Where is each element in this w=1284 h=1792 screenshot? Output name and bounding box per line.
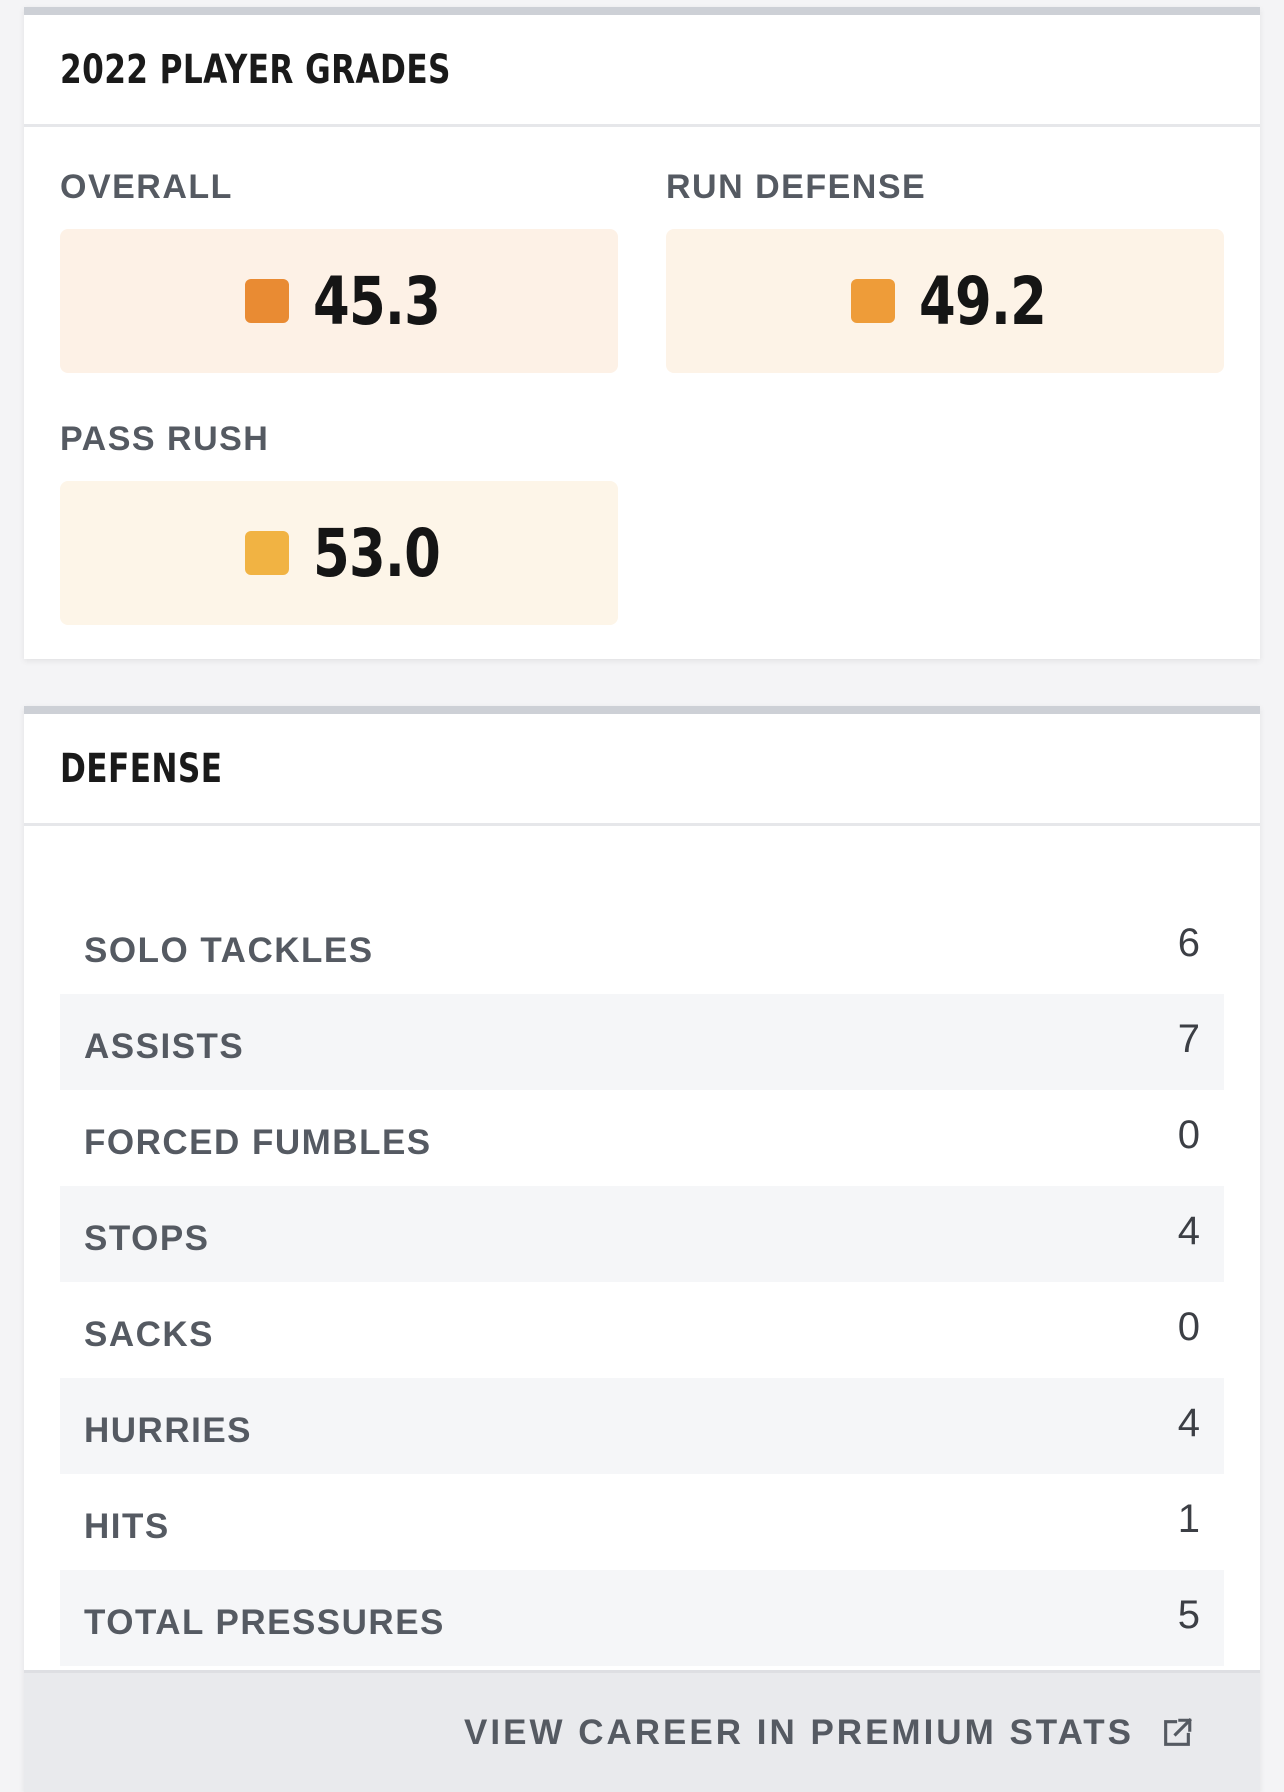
defense-header: DEFENSE xyxy=(24,714,1260,826)
view-career-premium-stats-link[interactable]: VIEW CAREER IN PREMIUM STATS xyxy=(464,1713,1194,1753)
stat-label: SACKS xyxy=(84,1315,215,1354)
stat-label: TOTAL PRESSURES xyxy=(84,1603,445,1642)
stat-value: 4 xyxy=(1177,1400,1200,1445)
stat-label: STOPS xyxy=(84,1219,210,1258)
stat-label: HURRIES xyxy=(84,1411,253,1450)
grade-run-defense-box: 49.2 xyxy=(666,229,1224,373)
stat-row-forced-fumbles: FORCED FUMBLES 0 xyxy=(60,1090,1224,1186)
stat-value: 0 xyxy=(1177,1112,1200,1157)
stat-row-solo-tackles: SOLO TACKLES 6 xyxy=(60,898,1224,994)
stat-value: 5 xyxy=(1177,1592,1200,1637)
stat-row-sacks: SACKS 0 xyxy=(60,1282,1224,1378)
defense-title: DEFENSE xyxy=(60,745,223,792)
grade-pass-rush-swatch xyxy=(245,531,289,575)
grade-pass-rush: PASS RUSH 53.0 xyxy=(60,419,618,625)
grade-pass-rush-label: PASS RUSH xyxy=(60,420,270,458)
grade-pass-rush-box: 53.0 xyxy=(60,481,618,625)
player-grades-header: 2022 PLAYER GRADES xyxy=(24,15,1260,127)
stat-value: 7 xyxy=(1177,1016,1200,1061)
grade-overall-value: 45.3 xyxy=(313,262,441,340)
defense-footer: VIEW CAREER IN PREMIUM STATS xyxy=(24,1670,1260,1792)
grade-run-defense: RUN DEFENSE 49.2 xyxy=(666,167,1224,373)
grade-overall-label: OVERALL xyxy=(60,168,233,206)
stat-row-assists: ASSISTS 7 xyxy=(60,994,1224,1090)
player-grades-title: 2022 PLAYER GRADES xyxy=(60,46,451,93)
external-link-icon xyxy=(1160,1716,1194,1750)
stat-row-total-pressures: TOTAL PRESSURES 5 xyxy=(60,1570,1224,1666)
stat-label: SOLO TACKLES xyxy=(84,931,374,970)
stat-label: ASSISTS xyxy=(84,1027,245,1066)
grade-pass-rush-value: 53.0 xyxy=(313,514,441,592)
stat-label: HITS xyxy=(84,1507,170,1546)
stat-value: 6 xyxy=(1177,920,1200,965)
grade-run-defense-swatch xyxy=(851,279,895,323)
stat-row-hurries: HURRIES 4 xyxy=(60,1378,1224,1474)
grade-overall-box: 45.3 xyxy=(60,229,618,373)
player-grades-card: 2022 PLAYER GRADES OVERALL 45.3 RUN DEFE… xyxy=(24,7,1260,659)
stat-value: 4 xyxy=(1177,1208,1200,1253)
stat-row-hits: HITS 1 xyxy=(60,1474,1224,1570)
stat-value: 0 xyxy=(1177,1304,1200,1349)
grade-run-defense-value: 49.2 xyxy=(919,262,1047,340)
grade-run-defense-label: RUN DEFENSE xyxy=(666,168,927,206)
stat-label: FORCED FUMBLES xyxy=(84,1123,432,1162)
grade-overall: OVERALL 45.3 xyxy=(60,167,618,373)
grade-overall-swatch xyxy=(245,279,289,323)
view-career-label: VIEW CAREER IN PREMIUM STATS xyxy=(464,1712,1134,1752)
stat-row-stops: STOPS 4 xyxy=(60,1186,1224,1282)
defense-stats-list: SOLO TACKLES 6 ASSISTS 7 FORCED FUMBLES … xyxy=(60,898,1224,1666)
stat-value: 1 xyxy=(1177,1496,1200,1541)
defense-card: DEFENSE SOLO TACKLES 6 ASSISTS 7 FORCED … xyxy=(24,706,1260,1792)
